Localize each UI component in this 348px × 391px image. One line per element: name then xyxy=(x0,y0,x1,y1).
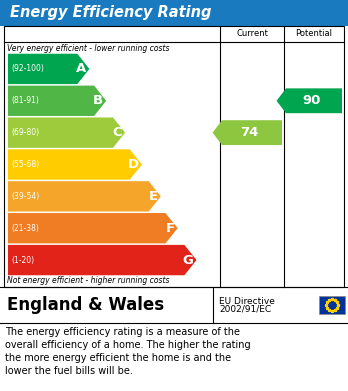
Bar xyxy=(4,26,344,287)
Polygon shape xyxy=(8,149,142,180)
Text: (1-20): (1-20) xyxy=(11,256,34,265)
Text: (21-38): (21-38) xyxy=(11,224,39,233)
Polygon shape xyxy=(8,245,197,275)
Text: Potential: Potential xyxy=(295,29,332,38)
Polygon shape xyxy=(8,213,177,243)
Text: (55-68): (55-68) xyxy=(11,160,39,169)
Text: E: E xyxy=(149,190,158,203)
Text: Not energy efficient - higher running costs: Not energy efficient - higher running co… xyxy=(7,276,169,285)
Text: overall efficiency of a home. The higher the rating: overall efficiency of a home. The higher… xyxy=(5,340,251,350)
Text: 90: 90 xyxy=(302,94,321,107)
Text: 74: 74 xyxy=(240,126,259,139)
Bar xyxy=(319,296,345,314)
Text: Current: Current xyxy=(236,29,268,38)
Text: (39-54): (39-54) xyxy=(11,192,39,201)
Polygon shape xyxy=(8,181,161,212)
Text: (81-91): (81-91) xyxy=(11,96,39,105)
Text: D: D xyxy=(128,158,139,171)
Polygon shape xyxy=(8,117,125,148)
Text: (69-80): (69-80) xyxy=(11,128,39,137)
Text: England & Wales: England & Wales xyxy=(7,296,164,314)
Text: EU Directive: EU Directive xyxy=(219,296,275,305)
Polygon shape xyxy=(8,86,106,116)
Text: lower the fuel bills will be.: lower the fuel bills will be. xyxy=(5,366,133,376)
Text: C: C xyxy=(112,126,122,139)
Text: F: F xyxy=(166,222,175,235)
Polygon shape xyxy=(8,54,89,84)
Polygon shape xyxy=(277,88,342,113)
Text: Very energy efficient - lower running costs: Very energy efficient - lower running co… xyxy=(7,44,169,53)
Text: 2002/91/EC: 2002/91/EC xyxy=(219,305,271,314)
Text: (92-100): (92-100) xyxy=(11,65,44,74)
Bar xyxy=(0,0,348,26)
Text: the more energy efficient the home is and the: the more energy efficient the home is an… xyxy=(5,353,231,363)
Text: G: G xyxy=(183,254,193,267)
Text: The energy efficiency rating is a measure of the: The energy efficiency rating is a measur… xyxy=(5,327,240,337)
Text: B: B xyxy=(93,94,103,107)
Text: A: A xyxy=(76,63,86,75)
Text: Energy Efficiency Rating: Energy Efficiency Rating xyxy=(10,5,212,20)
Polygon shape xyxy=(213,120,282,145)
